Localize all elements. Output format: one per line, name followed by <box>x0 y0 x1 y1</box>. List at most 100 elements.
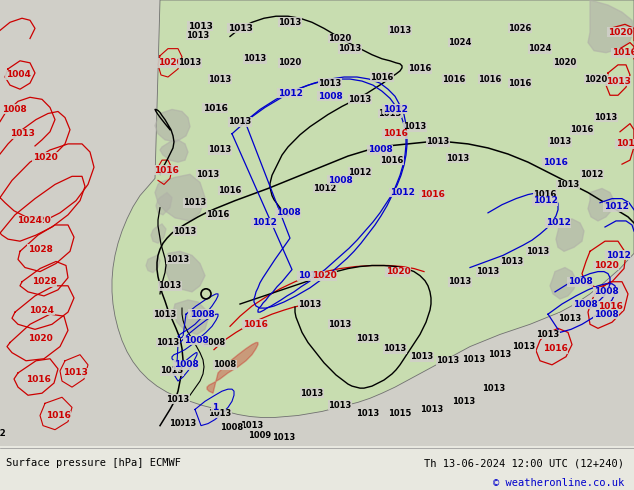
Text: 1012: 1012 <box>580 170 604 179</box>
Text: 1016: 1016 <box>370 73 394 81</box>
Text: 1013: 1013 <box>356 409 380 418</box>
Text: 1020: 1020 <box>553 58 577 67</box>
Text: 1013: 1013 <box>512 342 536 351</box>
Text: 1016: 1016 <box>25 374 51 384</box>
Text: 1016: 1016 <box>478 74 501 84</box>
Text: 1013: 1013 <box>536 330 560 339</box>
Polygon shape <box>165 251 205 292</box>
Text: 1013: 1013 <box>173 226 197 236</box>
Polygon shape <box>550 268 576 299</box>
Text: © weatheronline.co.uk: © weatheronline.co.uk <box>493 478 624 488</box>
Text: 1013: 1013 <box>403 122 427 131</box>
Text: 1008: 1008 <box>593 287 618 296</box>
Text: 1013: 1013 <box>157 338 179 347</box>
Text: 1013: 1013 <box>410 352 434 361</box>
Text: 1020: 1020 <box>593 261 618 270</box>
Text: 1013: 1013 <box>356 334 380 343</box>
Text: 1016: 1016 <box>612 48 634 57</box>
Text: 1016: 1016 <box>598 301 623 311</box>
Text: 1016: 1016 <box>420 190 444 199</box>
Text: Th 13-06-2024 12:00 UTC (12+240): Th 13-06-2024 12:00 UTC (12+240) <box>425 458 624 468</box>
Text: 1020: 1020 <box>25 217 50 225</box>
Text: 1016: 1016 <box>380 156 404 165</box>
Text: 1013: 1013 <box>278 18 302 27</box>
Text: 1016: 1016 <box>571 125 593 134</box>
Text: 1024: 1024 <box>528 44 552 53</box>
Text: 1013: 1013 <box>605 76 630 86</box>
Text: 1008: 1008 <box>190 310 214 318</box>
Text: 1013: 1013 <box>595 113 618 122</box>
Text: 1008: 1008 <box>2 105 27 114</box>
Polygon shape <box>207 343 258 393</box>
Polygon shape <box>155 109 190 142</box>
Text: 1013: 1013 <box>436 356 460 365</box>
Text: 1016: 1016 <box>243 320 268 329</box>
Polygon shape <box>156 193 172 215</box>
Text: 1013: 1013 <box>173 419 197 428</box>
Text: Surface pressure [hPa] ECMWF: Surface pressure [hPa] ECMWF <box>6 458 181 468</box>
Text: 1016: 1016 <box>443 74 466 84</box>
Polygon shape <box>588 189 614 221</box>
Text: 1013: 1013 <box>318 78 342 88</box>
Text: 1013: 1013 <box>197 170 219 179</box>
Text: 1016: 1016 <box>46 411 70 420</box>
Text: 1013: 1013 <box>384 344 406 353</box>
Text: 1013: 1013 <box>240 421 264 430</box>
Text: 1024: 1024 <box>448 38 472 47</box>
Text: 1013: 1013 <box>301 389 323 398</box>
Text: 1012: 1012 <box>348 168 372 177</box>
Polygon shape <box>160 140 188 162</box>
Bar <box>0 446 634 490</box>
Text: 1013: 1013 <box>427 137 450 147</box>
Text: 1008: 1008 <box>368 146 392 154</box>
Polygon shape <box>112 0 634 417</box>
Text: 1013: 1013 <box>209 74 231 84</box>
Text: 1016: 1016 <box>408 64 432 74</box>
Text: 1013: 1013 <box>526 247 550 256</box>
Text: 1012: 1012 <box>546 219 571 227</box>
Text: 1013: 1013 <box>378 109 401 118</box>
Text: 1020: 1020 <box>278 58 302 67</box>
Text: 1013: 1013 <box>348 95 372 104</box>
Text: 1013: 1013 <box>209 409 231 418</box>
Text: 1020: 1020 <box>607 28 632 37</box>
Text: 1012: 1012 <box>313 184 337 193</box>
Text: 1013: 1013 <box>186 31 210 40</box>
Text: 1013: 1013 <box>548 137 572 147</box>
Text: 1016: 1016 <box>382 129 408 138</box>
Text: 1026: 1026 <box>508 24 532 33</box>
Text: 1016: 1016 <box>508 78 532 88</box>
Text: 1020: 1020 <box>312 271 337 280</box>
Text: 1008: 1008 <box>188 310 212 318</box>
Text: 1012: 1012 <box>389 188 415 197</box>
Text: 1004: 1004 <box>6 71 30 79</box>
Text: 1013: 1013 <box>158 281 181 290</box>
Text: 12: 12 <box>0 429 6 438</box>
Text: 1012: 1012 <box>252 219 276 227</box>
Text: 1016: 1016 <box>543 158 567 167</box>
Text: 1012: 1012 <box>533 196 557 205</box>
Text: 1013: 1013 <box>462 355 486 364</box>
Text: 1013: 1013 <box>299 299 321 309</box>
Text: 1008: 1008 <box>567 277 592 286</box>
Polygon shape <box>556 219 584 251</box>
Text: 1013: 1013 <box>178 58 202 67</box>
Text: 10: 10 <box>169 419 181 428</box>
Polygon shape <box>151 224 166 243</box>
Text: 1016: 1016 <box>533 190 557 199</box>
Text: 1013: 1013 <box>166 395 190 404</box>
Text: 1020: 1020 <box>328 34 352 43</box>
Text: 1013: 1013 <box>448 277 472 286</box>
Text: 1013: 1013 <box>476 267 500 276</box>
Text: 1013: 1013 <box>482 384 506 392</box>
Text: 1013: 1013 <box>188 22 212 31</box>
Text: 1013: 1013 <box>339 44 361 53</box>
Text: 1020: 1020 <box>32 152 57 162</box>
Text: 1008: 1008 <box>174 360 198 369</box>
Text: 1013: 1013 <box>10 129 34 138</box>
Text: 1020: 1020 <box>385 267 410 276</box>
Text: 1013: 1013 <box>616 139 634 148</box>
Text: 1028: 1028 <box>27 245 53 254</box>
Text: 1013: 1013 <box>209 146 231 154</box>
Text: 1020: 1020 <box>158 58 183 67</box>
